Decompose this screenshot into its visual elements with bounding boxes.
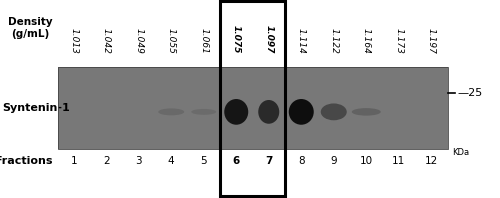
Text: 1.122: 1.122 — [329, 28, 338, 53]
Text: 7: 7 — [265, 156, 272, 166]
Text: 8: 8 — [298, 156, 304, 166]
Text: 1.061: 1.061 — [199, 28, 208, 53]
Ellipse shape — [224, 99, 248, 125]
Text: 11: 11 — [392, 156, 406, 166]
Text: 9: 9 — [330, 156, 337, 166]
Text: 1.042: 1.042 — [102, 28, 111, 53]
Text: 6: 6 — [232, 156, 240, 166]
Text: 2: 2 — [103, 156, 110, 166]
Text: 1.075: 1.075 — [232, 25, 241, 53]
Text: Syntenin-1: Syntenin-1 — [2, 103, 70, 113]
Text: 1.173: 1.173 — [394, 28, 403, 53]
Text: —25: —25 — [458, 88, 483, 98]
Text: 1: 1 — [70, 156, 77, 166]
Text: KDa: KDa — [452, 148, 469, 157]
Text: 1.197: 1.197 — [427, 28, 436, 53]
Bar — [220, 1, 285, 196]
Bar — [58, 67, 448, 149]
Text: 10: 10 — [360, 156, 373, 166]
Text: 1.097: 1.097 — [264, 25, 273, 53]
Bar — [220, 1, 285, 196]
Text: 1.013: 1.013 — [70, 28, 78, 53]
Text: 4: 4 — [168, 156, 174, 166]
Ellipse shape — [352, 108, 381, 116]
Ellipse shape — [258, 100, 279, 124]
Text: 3: 3 — [136, 156, 142, 166]
Text: 5: 5 — [200, 156, 207, 166]
Ellipse shape — [158, 109, 184, 115]
Text: 1.049: 1.049 — [134, 28, 143, 53]
Text: Fractions: Fractions — [0, 156, 52, 166]
Text: 1.055: 1.055 — [167, 28, 176, 53]
Ellipse shape — [289, 99, 314, 125]
Ellipse shape — [191, 109, 216, 115]
Text: Density
(g/mL): Density (g/mL) — [8, 17, 52, 39]
Text: 1.164: 1.164 — [362, 28, 371, 53]
Ellipse shape — [321, 103, 347, 120]
Bar — [58, 67, 448, 149]
Text: 1.114: 1.114 — [297, 28, 306, 53]
Bar — [220, 67, 285, 149]
Text: 12: 12 — [424, 156, 438, 166]
